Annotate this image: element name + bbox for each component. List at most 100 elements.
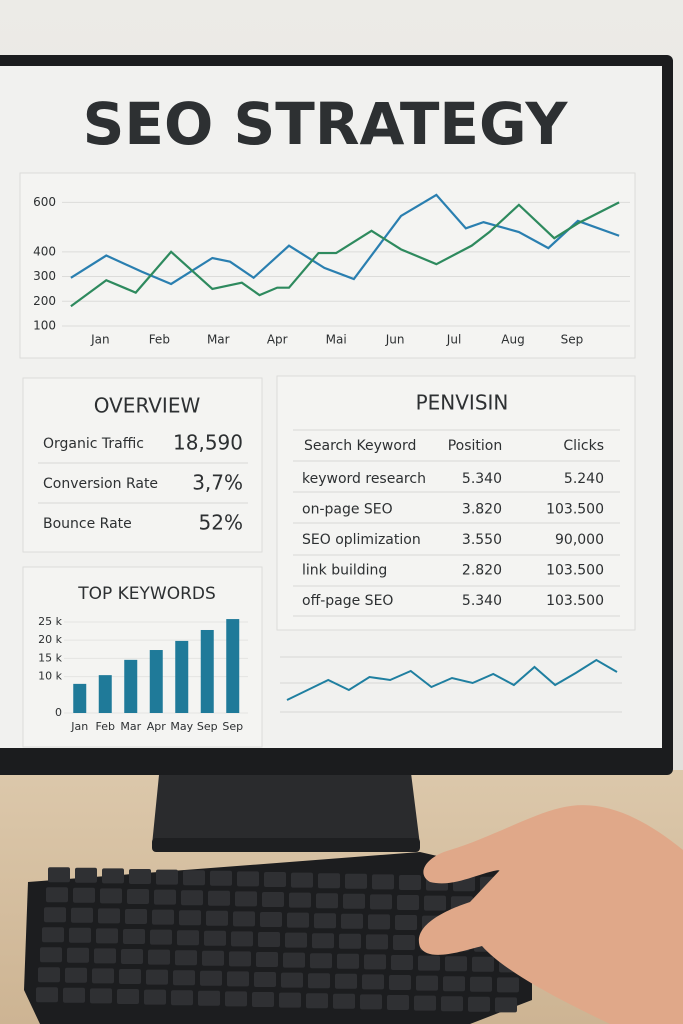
table-cell: 103.500 [546,502,604,518]
x-tick-label: Aug [501,333,524,347]
key [129,869,151,884]
key [262,892,284,907]
table-cell: 3.820 [462,502,502,518]
panel [276,375,636,631]
key [497,977,519,993]
key [208,890,230,906]
key [117,989,139,1004]
x-tick-label: Sep [197,720,218,733]
line [286,658,618,701]
panel [22,566,263,748]
key [368,914,390,930]
table-cell: link building [302,563,387,579]
key [495,997,517,1013]
y-tick-label: 0 [55,706,62,719]
key [335,973,357,989]
key [198,990,220,1006]
metric-value: 18,590 [173,431,243,455]
key [92,968,114,984]
key [125,909,147,924]
y-tick-label: 200 [33,294,56,308]
key [289,892,311,908]
key [343,893,365,909]
key [38,967,60,983]
key [283,952,305,968]
key [252,992,274,1007]
key [287,912,309,928]
key [227,971,249,987]
key [144,989,166,1005]
key [279,992,301,1008]
key [71,907,93,923]
x-tick-label: Jan [70,720,88,733]
key [96,928,118,944]
key [48,867,70,883]
key [206,910,228,926]
key [179,910,201,926]
panel-title: TOP KEYWORDS [77,584,216,604]
key [98,908,120,924]
key [468,996,490,1012]
bar [73,683,87,713]
key [152,909,174,925]
key [310,953,332,969]
metric-value: 52% [199,511,243,535]
x-tick-label: Sep [222,720,243,733]
key [399,875,421,890]
key [264,872,286,887]
key [150,929,172,945]
x-tick-label: Mai [326,333,347,347]
table-cell: SEO oplimization [302,532,421,548]
bar [226,619,240,713]
key [200,970,222,986]
key [183,870,205,886]
panel [19,172,636,359]
table-header: Clicks [563,438,604,454]
key [67,947,89,963]
key [472,956,494,972]
key [40,947,62,963]
key [393,935,415,950]
key [470,976,492,992]
x-tick-label: May [170,720,193,733]
key [202,950,224,966]
key [441,996,463,1012]
key [256,952,278,967]
key [345,873,367,889]
x-tick-label: Feb [149,333,170,347]
key [308,973,330,989]
key [260,912,282,927]
table-cell: off-page SEO [302,593,393,609]
key [127,889,149,904]
key [312,933,334,949]
key [306,993,328,1009]
line [70,193,620,286]
key [314,913,336,929]
x-tick-label: Mar [207,333,230,347]
bar [149,650,163,713]
key [339,933,361,949]
table-cell: on-page SEO [302,502,393,518]
key [173,970,195,986]
key [94,948,116,964]
x-tick-label: Apr [267,333,288,347]
monitor-stand [152,765,420,845]
key [391,955,413,970]
table-cell: 103.500 [546,593,604,609]
key [424,895,446,911]
key [291,872,313,888]
hand [418,805,683,1024]
panel-title: PENVISIN [416,391,509,415]
key [154,889,176,905]
key [225,991,247,1007]
table-header: Search Keyword [304,438,416,454]
key [171,990,193,1006]
table-cell: 3.550 [462,532,502,548]
y-tick-label: 15 k [38,651,62,664]
key [146,969,168,985]
key [362,974,384,990]
metric-label: Conversion Rate [43,476,158,492]
bar [200,629,214,713]
key [281,972,303,988]
